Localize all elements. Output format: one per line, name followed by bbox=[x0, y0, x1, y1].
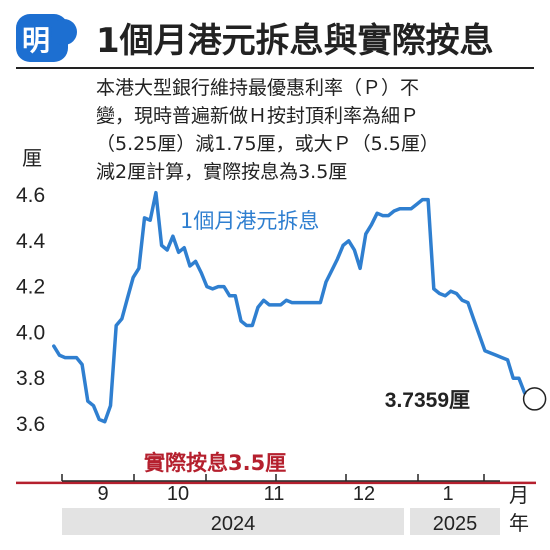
note-line-2: 變，現時普遍新做Ｈ按封頂利率為細Ｐ bbox=[96, 105, 419, 127]
y-axis-ticks: 4.6 4.4 4.2 4.0 3.8 3.6 bbox=[16, 184, 46, 436]
y-tick-label: 3.8 bbox=[16, 367, 45, 390]
series-label: 1個月港元拆息 bbox=[180, 209, 319, 233]
logo-bubble bbox=[51, 19, 77, 45]
note-block: 本港大型銀行維持最優惠利率（Ｐ）不 變，現時普遍新做Ｈ按封頂利率為細Ｐ （5.2… bbox=[96, 77, 439, 183]
year-label: 2024 bbox=[211, 513, 256, 535]
year-unit: 年 bbox=[509, 512, 529, 535]
plot-area bbox=[52, 190, 527, 424]
series-line bbox=[52, 190, 527, 424]
note-line-3: （5.25厘）減1.75厘，或大Ｐ（5.5厘） bbox=[96, 133, 439, 155]
x-axis-ticks: 9 10 11 12 1 bbox=[61, 474, 485, 505]
reference-label: 實際按息3.5厘 bbox=[144, 451, 286, 475]
y-tick-label: 4.2 bbox=[16, 276, 45, 299]
year-band-2025 bbox=[410, 508, 500, 535]
x-tick-label: 9 bbox=[97, 483, 108, 505]
y-tick-label: 4.0 bbox=[16, 321, 45, 344]
chart-title: 1個月港元拆息與實際按息 bbox=[96, 21, 494, 61]
reference-label-prefix: 實際按息 bbox=[144, 451, 228, 475]
y-tick-label: 3.6 bbox=[16, 413, 45, 436]
x-tick-label: 11 bbox=[264, 483, 285, 505]
year-band: 2024 2025 bbox=[62, 508, 500, 535]
reference-label-value: 3.5厘 bbox=[228, 451, 286, 475]
x-axis-unit: 月 bbox=[509, 485, 529, 507]
y-tick-label: 4.6 bbox=[16, 184, 45, 207]
logo-text: 明 bbox=[22, 24, 50, 57]
x-tick-label: 1 bbox=[442, 483, 453, 505]
year-band-2024 bbox=[62, 508, 404, 535]
last-value-marker bbox=[522, 387, 547, 411]
note-line-4: 減2厘計算，實際按息為3.5厘 bbox=[96, 161, 347, 183]
x-tick-label: 12 bbox=[353, 483, 375, 505]
note-line-1: 本港大型銀行維持最優惠利率（Ｐ）不 bbox=[96, 77, 419, 99]
y-tick-label: 4.4 bbox=[16, 230, 46, 253]
last-value-label: 3.7359厘 bbox=[385, 389, 470, 412]
year-label: 2025 bbox=[433, 513, 478, 535]
x-tick-label: 10 bbox=[167, 483, 189, 505]
y-axis-unit: 厘 bbox=[22, 148, 42, 170]
